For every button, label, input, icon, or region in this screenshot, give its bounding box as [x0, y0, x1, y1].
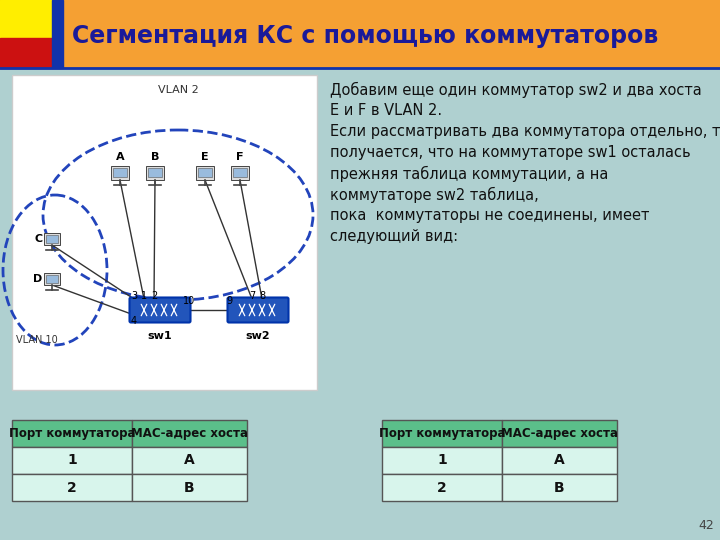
Text: МАС-адрес хоста: МАС-адрес хоста: [131, 427, 248, 440]
Text: A: A: [554, 454, 565, 468]
Text: B: B: [184, 481, 195, 495]
Text: E: E: [201, 152, 209, 162]
Bar: [502, 447, 617, 474]
Bar: [0, 38, 52, 68]
Bar: [44, 273, 60, 285]
Bar: [132, 447, 247, 474]
Text: A: A: [184, 454, 195, 468]
Bar: [44, 233, 60, 245]
Text: D: D: [33, 274, 42, 284]
Text: B: B: [150, 152, 159, 162]
Text: 7: 7: [249, 291, 255, 301]
Text: Е и F в VLAN 2.: Е и F в VLAN 2.: [330, 103, 442, 118]
Bar: [46, 235, 58, 243]
Text: 42: 42: [698, 519, 714, 532]
Text: 1: 1: [141, 291, 147, 301]
Text: sw2: sw2: [246, 331, 270, 341]
Bar: [12, 75, 317, 390]
Text: коммутаторе sw2 таблица,: коммутаторе sw2 таблица,: [330, 187, 539, 203]
Text: B: B: [554, 481, 564, 495]
Bar: [114, 168, 127, 178]
Bar: [148, 168, 161, 178]
Text: получается, что на коммутаторе sw1 осталась: получается, что на коммутаторе sw1 остал…: [330, 145, 690, 160]
Text: пока  коммутаторы не соединены, имеет: пока коммутаторы не соединены, имеет: [330, 208, 649, 223]
Text: 8: 8: [259, 291, 265, 301]
Bar: [46, 275, 58, 283]
Text: VLAN 10: VLAN 10: [16, 335, 58, 345]
Text: Если рассматривать два коммутатора отдельно, то: Если рассматривать два коммутатора отдел…: [330, 124, 720, 139]
Bar: [12, 447, 132, 474]
Text: 9: 9: [226, 296, 232, 306]
Bar: [199, 168, 212, 178]
Bar: [12, 474, 132, 501]
Bar: [0, 0, 52, 38]
Text: 3: 3: [131, 291, 137, 301]
Text: МАС-адрес хоста: МАС-адрес хоста: [501, 427, 618, 440]
Bar: [382, 447, 502, 474]
Bar: [132, 420, 247, 447]
Text: A: A: [116, 152, 125, 162]
Text: C: C: [34, 234, 42, 244]
Bar: [0, 0, 720, 68]
Bar: [382, 474, 502, 501]
Bar: [146, 166, 164, 180]
FancyBboxPatch shape: [130, 298, 191, 322]
Bar: [196, 166, 214, 180]
Bar: [233, 168, 246, 178]
Bar: [52, 0, 63, 68]
Text: 10: 10: [183, 296, 195, 306]
Bar: [231, 166, 249, 180]
Text: следующий вид:: следующий вид:: [330, 229, 458, 244]
Text: VLAN 2: VLAN 2: [158, 85, 199, 95]
Bar: [502, 474, 617, 501]
Text: sw1: sw1: [148, 331, 172, 341]
FancyBboxPatch shape: [228, 298, 289, 322]
Text: 1: 1: [67, 454, 77, 468]
Text: 2: 2: [151, 291, 157, 301]
Text: F: F: [236, 152, 244, 162]
Bar: [132, 474, 247, 501]
Text: 4: 4: [131, 316, 137, 326]
Bar: [502, 420, 617, 447]
Text: Порт коммутатора: Порт коммутатора: [9, 427, 135, 440]
Text: 2: 2: [67, 481, 77, 495]
Text: 2: 2: [437, 481, 447, 495]
Bar: [12, 420, 132, 447]
Text: Сегментация КС с помощью коммутаторов: Сегментация КС с помощью коммутаторов: [72, 24, 658, 48]
Text: Добавим еще один коммутатор sw2 и два хоста: Добавим еще один коммутатор sw2 и два хо…: [330, 82, 702, 98]
Text: 1: 1: [437, 454, 447, 468]
Bar: [111, 166, 129, 180]
Bar: [382, 420, 502, 447]
Text: Порт коммутатора: Порт коммутатора: [379, 427, 505, 440]
Text: прежняя таблица коммутации, а на: прежняя таблица коммутации, а на: [330, 166, 608, 182]
